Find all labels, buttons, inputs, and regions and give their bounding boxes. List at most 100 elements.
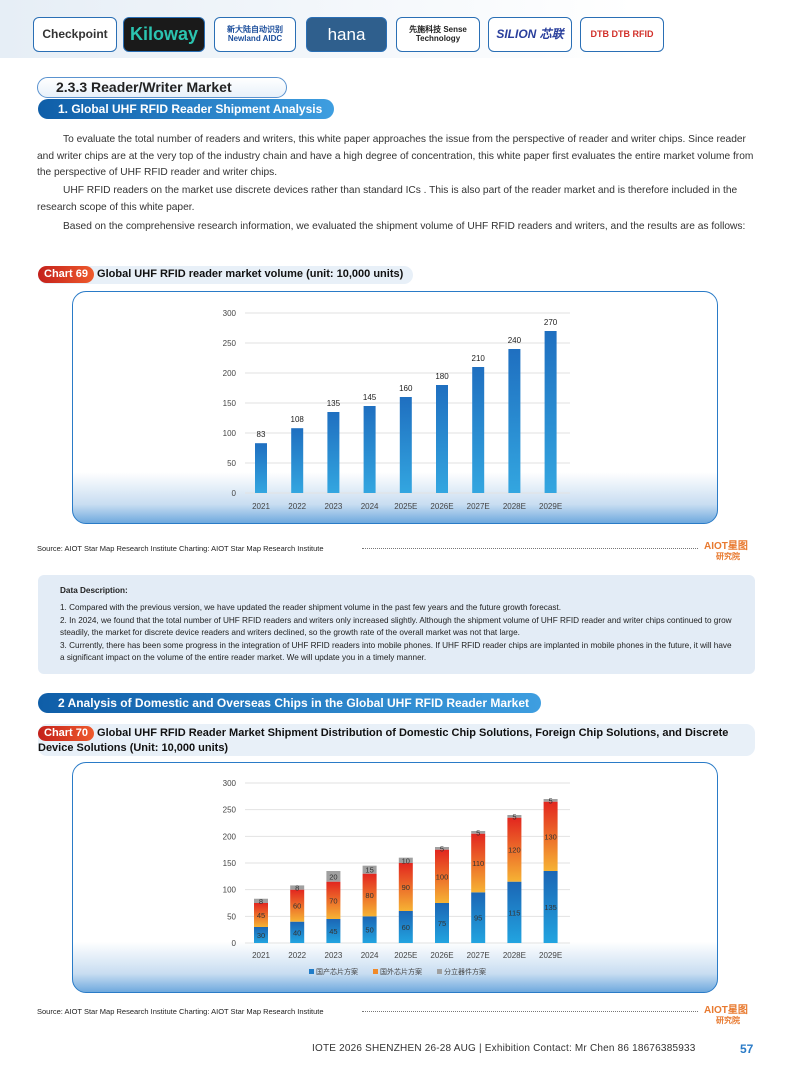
data-label: 8: [295, 883, 299, 892]
chart-tag: Chart 69: [38, 266, 95, 283]
data-label: 45: [329, 927, 337, 936]
logo-text: DTB DTB RFID: [590, 28, 654, 39]
chart-69: 0 50 100 150 200 250 300 83 2021 108 2022 135 2023 14…: [222, 309, 570, 511]
x-tick-label: 2025E: [394, 502, 417, 511]
data-label: 145: [362, 393, 376, 402]
bar-segment-2024-2: [362, 865, 377, 874]
x-tick-label: 2021: [252, 951, 270, 960]
y-tick-label: 200: [222, 369, 236, 378]
bar-segment-2027E-2: [470, 830, 485, 834]
bar-segment-2025E-1: [398, 862, 413, 911]
y-tick-label: 0: [231, 939, 236, 948]
subsection-title-2: 2 Analysis of Domestic and Overseas Chip…: [38, 693, 542, 713]
section-title: 2.3.3 Reader/Writer Market: [37, 77, 287, 98]
divider: [362, 1011, 698, 1012]
x-tick-label: 2027E: [466, 502, 489, 511]
bar-segment-2029E-1: [543, 801, 558, 871]
logo-text: 新大陆自动识别 Newland AIDC: [227, 25, 283, 43]
y-tick-label: 200: [222, 832, 236, 841]
data-label: 130: [544, 832, 557, 841]
legend-label: 国产芯片方案: [316, 967, 358, 976]
data-label: 135: [326, 399, 340, 408]
data-label: 40: [293, 928, 301, 937]
logo-silion: SILION 芯联: [488, 17, 572, 52]
logo-dtb: DTB DTB RFID: [580, 17, 664, 52]
page-number: 57: [740, 1042, 754, 1056]
x-tick-label: 2028E: [502, 502, 525, 511]
legend-label: 分立器件方案: [444, 967, 486, 976]
x-tick-label: 2029E: [539, 951, 562, 960]
source-note: Source: AIOT Star Map Research Institute…: [37, 544, 324, 553]
data-label: 90: [401, 883, 409, 892]
data-label: 270: [543, 318, 557, 327]
data-label: 60: [293, 901, 301, 910]
chart-70-heading: Chart 70 Global UHF RFID Reader Market Sh…: [38, 724, 755, 756]
data-label: 110: [472, 859, 484, 868]
paragraph: Based on the comprehensive research info…: [63, 221, 746, 232]
bar-segment-2028E-2: [506, 814, 521, 818]
x-tick-label: 2024: [360, 951, 378, 960]
y-tick-label: 250: [222, 339, 236, 348]
data-label: 10: [401, 856, 409, 865]
data-label: 135: [544, 903, 557, 912]
x-tick-label: 2028E: [502, 951, 525, 960]
data-label: 60: [401, 923, 409, 932]
x-tick-label: 2026E: [430, 951, 453, 960]
legend-swatch: [372, 968, 378, 974]
chart-70-box: 0 50 100 150 200 250 300 30 45 8 2021 40 60 8 2022 45 70…: [72, 762, 718, 993]
divider: [362, 548, 698, 549]
x-tick-label: 2027E: [466, 951, 489, 960]
aiot-logo: AIOT星图 研究院: [704, 1006, 748, 1026]
y-tick-label: 300: [222, 779, 236, 788]
bar-segment-2029E-2: [543, 798, 558, 802]
data-label: 210: [471, 354, 485, 363]
logo-sense: 先施科技 Sense Technology: [396, 17, 480, 52]
legend-label: 国外芯片方案: [380, 967, 422, 976]
logo-newland: 新大陆自动识别 Newland AIDC: [214, 17, 296, 52]
chart-title: Global UHF RFID Reader Market Shipment D…: [38, 727, 729, 754]
data-label: 240: [507, 336, 521, 345]
bar-segment-2022-0: [289, 921, 304, 943]
data-label: 8: [258, 896, 262, 905]
data-label: 75: [437, 919, 445, 928]
source-note: Source: AIOT Star Map Research Institute…: [37, 1007, 324, 1016]
bar-segment-2027E-1: [470, 833, 485, 892]
bar-segment-2022-1: [289, 889, 304, 922]
aiot-logo: AIOT星图 研究院: [704, 542, 748, 562]
bar-segment-2023-1: [325, 881, 340, 919]
x-tick-label: 2026E: [430, 502, 453, 511]
bar-2026E: [435, 384, 448, 493]
chart-69-heading: Chart 69 Global UHF RFID reader market vo…: [38, 266, 414, 284]
data-label: 115: [508, 908, 520, 917]
logo-text: hana: [327, 24, 366, 44]
logo-hana: hana: [306, 17, 387, 52]
bar-segment-2028E-0: [506, 881, 521, 943]
y-tick-label: 150: [222, 859, 236, 868]
bar-segment-2028E-1: [506, 817, 521, 882]
data-label: 5: [548, 796, 552, 805]
data-label: 20: [329, 872, 337, 881]
data-label: 50: [365, 925, 373, 934]
x-tick-label: 2022: [288, 951, 306, 960]
chart-69-box: 0 50 100 150 200 250 300 83 2021 108 2022 135 2023 14…: [72, 291, 718, 524]
bar-2023: [326, 411, 339, 493]
logo-text: Kiloway: [129, 24, 199, 45]
x-tick-label: 2022: [288, 502, 306, 511]
y-tick-label: 100: [222, 429, 236, 438]
y-tick-label: 50: [227, 459, 236, 468]
description-item: 2. In 2024, we found that the total numb…: [60, 615, 732, 638]
bar-segment-2025E-0: [398, 910, 413, 943]
legend-swatch: [308, 968, 314, 974]
data-label: 15: [365, 865, 373, 874]
bar-2027E: [471, 366, 484, 493]
watermark-line: 研究院: [716, 1016, 740, 1025]
bar-segment-2027E-0: [470, 891, 485, 943]
x-tick-label: 2029E: [539, 502, 562, 511]
bar-segment-2026E-0: [434, 902, 449, 943]
bar-2028E: [507, 348, 520, 493]
bar-segment-2023-0: [325, 918, 340, 943]
bar-2022: [290, 427, 303, 493]
y-tick-label: 150: [222, 399, 236, 408]
y-tick-label: 50: [227, 912, 236, 921]
y-tick-label: 100: [222, 885, 236, 894]
